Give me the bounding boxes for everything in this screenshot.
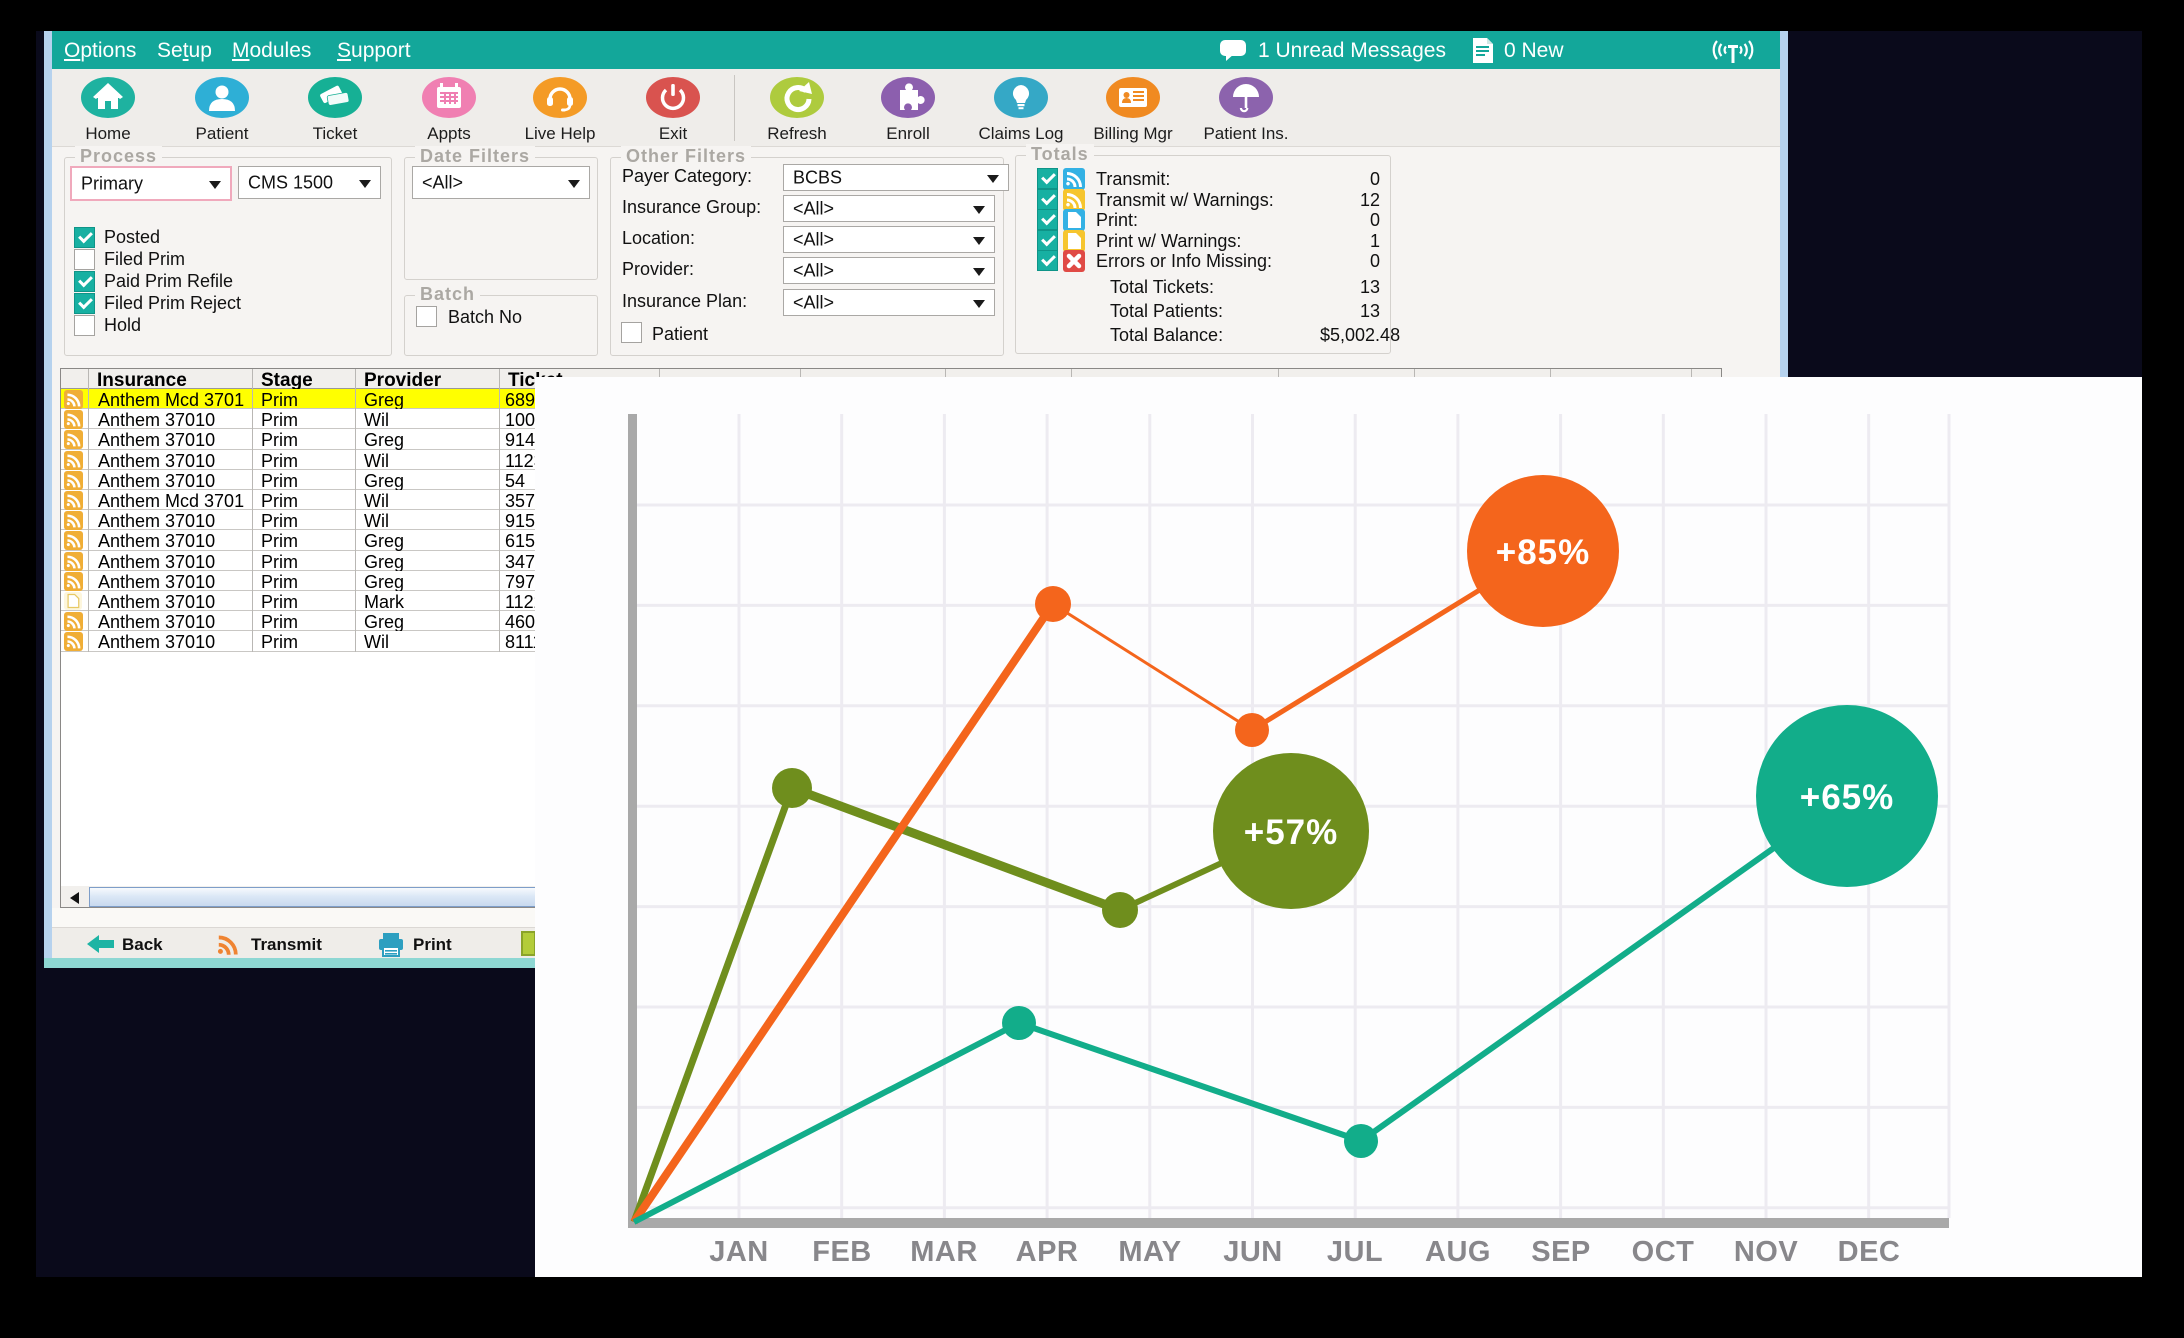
svg-text:+65%: +65%	[1800, 778, 1895, 817]
svg-text:MAY: MAY	[1118, 1236, 1181, 1268]
svg-text:SEP: SEP	[1531, 1236, 1591, 1268]
svg-text:NOV: NOV	[1734, 1236, 1799, 1268]
svg-text:MAR: MAR	[910, 1236, 978, 1268]
svg-text:AUG: AUG	[1425, 1236, 1491, 1268]
svg-text:DEC: DEC	[1838, 1236, 1901, 1268]
svg-text:+57%: +57%	[1244, 813, 1339, 852]
svg-text:FEB: FEB	[812, 1236, 872, 1268]
svg-text:JUN: JUN	[1223, 1236, 1283, 1268]
svg-text:JUL: JUL	[1327, 1236, 1383, 1268]
svg-text:+85%: +85%	[1496, 533, 1591, 572]
svg-text:OCT: OCT	[1632, 1236, 1695, 1268]
svg-text:JAN: JAN	[709, 1236, 769, 1268]
svg-text:APR: APR	[1016, 1236, 1079, 1268]
